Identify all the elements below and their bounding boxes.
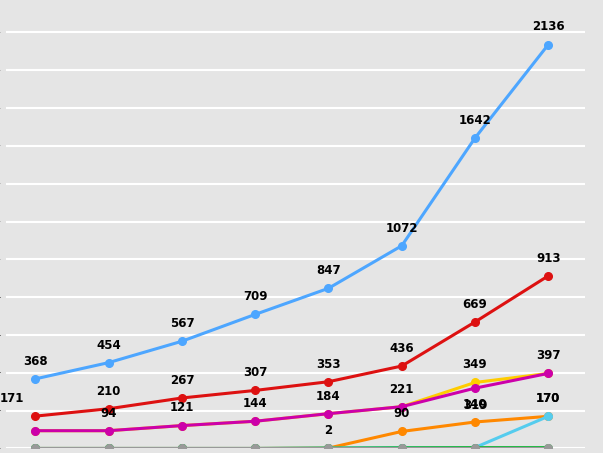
Text: 210: 210: [96, 385, 121, 398]
Text: 170: 170: [536, 392, 560, 405]
Text: 567: 567: [169, 317, 194, 330]
Text: 307: 307: [243, 366, 267, 379]
Text: 140: 140: [463, 398, 487, 411]
Text: 144: 144: [243, 397, 268, 410]
Text: 454: 454: [96, 338, 121, 352]
Text: 267: 267: [169, 374, 194, 387]
Text: 349: 349: [463, 358, 487, 371]
Text: 709: 709: [243, 290, 267, 304]
Text: 847: 847: [316, 264, 341, 277]
Text: 669: 669: [463, 298, 487, 311]
Text: 1642: 1642: [459, 114, 491, 127]
Text: 171: 171: [0, 392, 24, 405]
Text: 397: 397: [536, 349, 561, 362]
Text: 121: 121: [169, 401, 194, 414]
Text: 221: 221: [390, 383, 414, 395]
Text: 2136: 2136: [532, 20, 564, 34]
Text: 170: 170: [536, 392, 560, 405]
Text: 368: 368: [23, 355, 48, 368]
Text: 913: 913: [536, 252, 561, 265]
Text: 2: 2: [324, 424, 332, 437]
Text: 319: 319: [463, 399, 487, 412]
Text: 90: 90: [394, 407, 410, 420]
Text: 436: 436: [390, 342, 414, 355]
Text: 353: 353: [316, 357, 341, 371]
Text: 94: 94: [100, 407, 117, 419]
Text: 184: 184: [316, 390, 341, 403]
Text: 1072: 1072: [385, 222, 418, 235]
